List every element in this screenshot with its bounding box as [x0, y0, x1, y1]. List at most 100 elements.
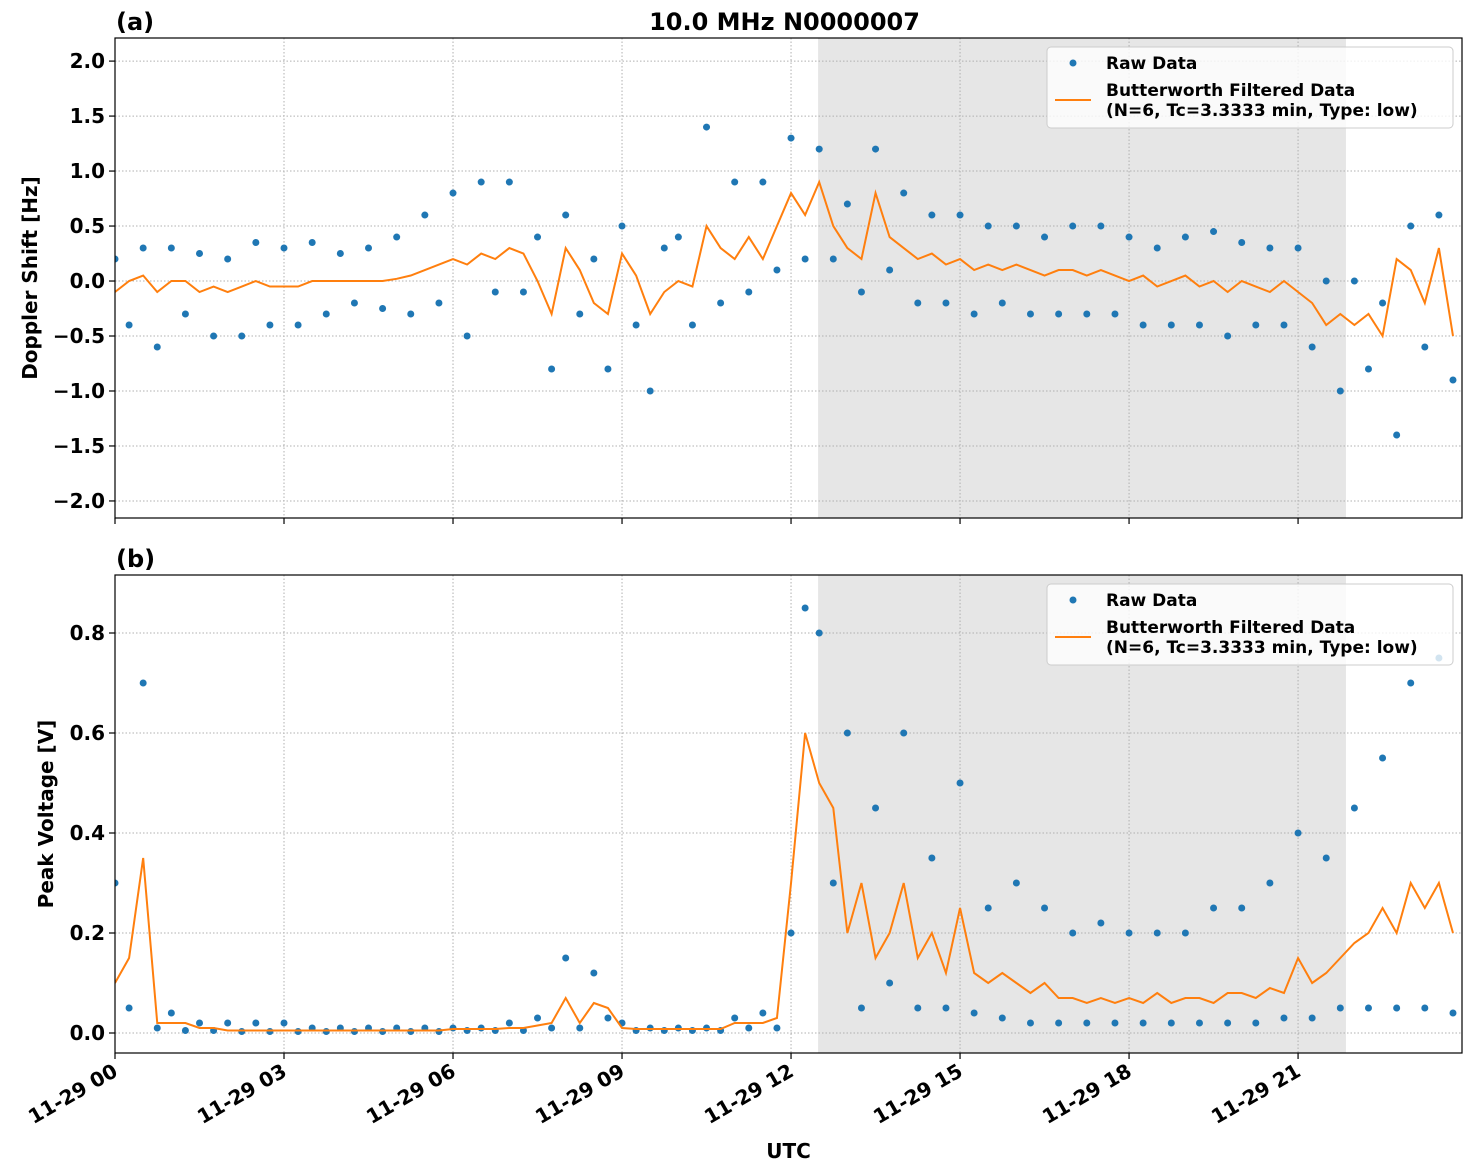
y-tick-label: −0.5: [53, 324, 105, 348]
y-tick-label: −1.5: [53, 434, 105, 458]
y-tick-label: 0.0: [70, 269, 105, 293]
raw-point: [886, 266, 894, 274]
raw-point: [787, 929, 795, 937]
raw-point: [1181, 233, 1189, 241]
raw-point: [153, 343, 161, 351]
raw-point: [1393, 1004, 1401, 1012]
raw-point: [266, 321, 274, 329]
legend-label: Butterworth Filtered Data (N=6, Tc=3.3333…: [1106, 81, 1418, 121]
panel: −2.0 −1.5 −1.0 −0.5 0.0 0.5 1.0 1.5 2.0 10.0 MHz …: [18, 8, 1463, 524]
y-tick-label: 0.4: [70, 821, 105, 845]
raw-point: [224, 1019, 232, 1027]
raw-point: [731, 1014, 739, 1022]
raw-point: [646, 387, 654, 395]
raw-point: [1393, 431, 1401, 439]
raw-point: [576, 310, 584, 318]
raw-point: [829, 879, 837, 887]
x-axis-label: UTC: [766, 1139, 811, 1163]
raw-point: [1083, 1019, 1091, 1027]
raw-point: [815, 629, 823, 637]
raw-point: [393, 233, 401, 241]
raw-point: [562, 954, 570, 962]
raw-point: [1097, 222, 1105, 230]
raw-point: [970, 1009, 978, 1017]
raw-point: [857, 288, 865, 296]
raw-point: [336, 250, 344, 258]
raw-point: [1083, 310, 1091, 318]
raw-point: [1153, 244, 1161, 252]
raw-point: [956, 211, 964, 219]
raw-point: [449, 189, 457, 197]
raw-point: [534, 1014, 542, 1022]
raw-point: [1139, 321, 1147, 329]
raw-point: [900, 729, 908, 737]
raw-point: [505, 1019, 513, 1027]
raw-point: [886, 979, 894, 987]
legend: Raw Data Butterworth Filtered Data (N=6, T…: [1046, 583, 1454, 666]
raw-point: [294, 321, 302, 329]
raw-point: [435, 299, 443, 307]
raw-point: [463, 332, 471, 340]
raw-point: [1421, 1004, 1429, 1012]
raw-point: [238, 332, 246, 340]
axes-frame: [114, 37, 1463, 519]
x-tick-label: 11-29 09: [531, 1059, 629, 1129]
x-tick-label: 11-29 15: [869, 1059, 967, 1129]
raw-point: [590, 969, 598, 977]
raw-point: [1308, 343, 1316, 351]
raw-point: [1280, 321, 1288, 329]
raw-point: [1350, 804, 1358, 812]
raw-point: [801, 604, 809, 612]
raw-point: [1308, 1014, 1316, 1022]
raw-point: [1449, 1009, 1457, 1017]
raw-point: [576, 1024, 584, 1032]
raw-point: [604, 1014, 612, 1022]
raw-point: [308, 239, 316, 247]
raw-point: [1435, 211, 1443, 219]
raw-point: [970, 310, 978, 318]
raw-point: [1379, 299, 1387, 307]
raw-point: [196, 250, 204, 258]
raw-point: [1379, 754, 1387, 762]
raw-point: [1364, 365, 1372, 373]
x-tick-label: 11-29 03: [193, 1059, 291, 1129]
raw-point: [787, 134, 795, 142]
raw-point: [1125, 233, 1133, 241]
y-tick-label: −1.0: [53, 379, 105, 403]
raw-point: [1139, 1019, 1147, 1027]
raw-point: [139, 679, 147, 687]
raw-point: [562, 211, 570, 219]
y-axis-label: Peak Voltage [V]: [34, 720, 58, 909]
raw-point: [1350, 277, 1358, 285]
raw-point: [1153, 929, 1161, 937]
chart-title: 10.0 MHz N0000007: [649, 8, 920, 36]
data-layer: [115, 123, 1457, 439]
raw-point: [115, 255, 119, 263]
raw-point: [1181, 929, 1189, 937]
raw-point: [942, 1004, 950, 1012]
raw-point: [252, 239, 260, 247]
raw-point: [1167, 321, 1175, 329]
y-tick-label: 0.6: [70, 721, 105, 745]
raw-point: [379, 305, 387, 313]
raw-point: [407, 310, 415, 318]
raw-point: [928, 211, 936, 219]
raw-point: [843, 200, 851, 208]
raw-point: [900, 189, 908, 197]
raw-point: [421, 211, 429, 219]
raw-point: [956, 779, 964, 787]
raw-point: [505, 178, 513, 186]
raw-point: [1421, 343, 1429, 351]
raw-point: [604, 365, 612, 373]
legend-label: Raw Data: [1106, 591, 1197, 611]
raw-point: [914, 299, 922, 307]
raw-point: [280, 1019, 288, 1027]
raw-point: [1012, 222, 1020, 230]
raw-point: [1026, 1019, 1034, 1027]
panel-label: (a): [116, 8, 154, 36]
y-tick-label: 0.8: [70, 621, 105, 645]
raw-point: [843, 729, 851, 737]
raw-point: [717, 299, 725, 307]
x-tick-label: 11-29 12: [700, 1059, 798, 1129]
